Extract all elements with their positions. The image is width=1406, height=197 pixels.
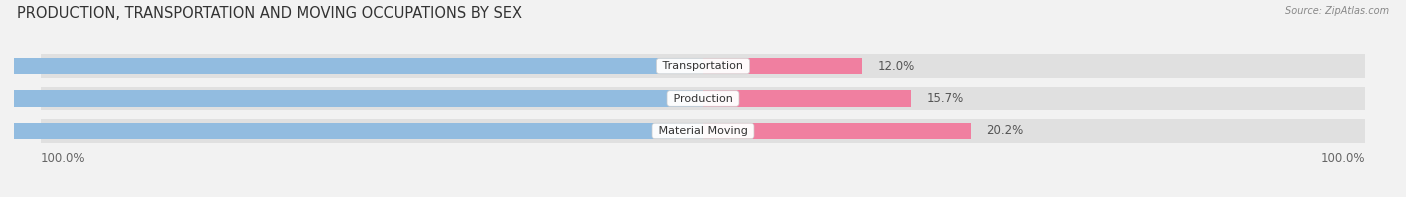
Text: 20.2%: 20.2%: [987, 125, 1024, 138]
Text: PRODUCTION, TRANSPORTATION AND MOVING OCCUPATIONS BY SEX: PRODUCTION, TRANSPORTATION AND MOVING OC…: [17, 6, 522, 21]
Bar: [703, 90, 911, 107]
Text: 15.7%: 15.7%: [927, 92, 965, 105]
Text: Transportation: Transportation: [659, 61, 747, 71]
Bar: [41, 87, 1365, 110]
Text: 12.0%: 12.0%: [877, 59, 915, 72]
Bar: [0, 58, 703, 74]
Bar: [0, 90, 703, 107]
Text: 100.0%: 100.0%: [1322, 152, 1365, 165]
Text: Material Moving: Material Moving: [655, 126, 751, 136]
Bar: [41, 54, 1365, 78]
Bar: [703, 58, 862, 74]
Bar: [41, 119, 1365, 143]
Text: Production: Production: [669, 94, 737, 103]
Legend: Male, Female: Male, Female: [643, 194, 763, 197]
Text: Source: ZipAtlas.com: Source: ZipAtlas.com: [1285, 6, 1389, 16]
Bar: [703, 123, 970, 139]
Bar: [0, 123, 703, 139]
Text: 100.0%: 100.0%: [41, 152, 84, 165]
